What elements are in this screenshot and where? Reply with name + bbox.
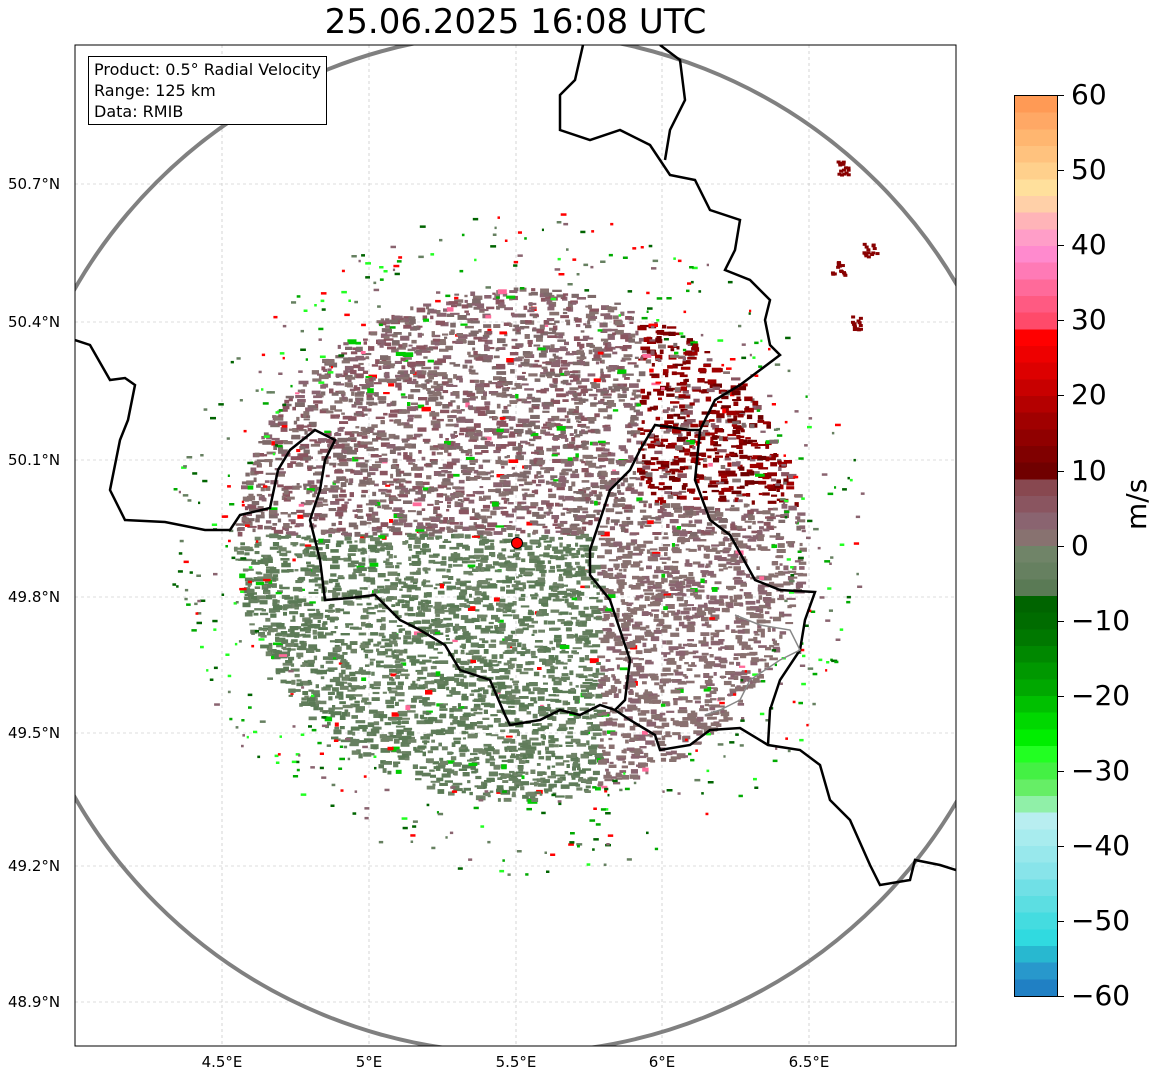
colorbar-tick-label: −50 [1071, 904, 1131, 938]
colorbar-tick-label: −30 [1071, 753, 1131, 787]
radar-site-marker [511, 537, 523, 549]
colorbar-tick-mark [1058, 770, 1064, 772]
colorbar-tick-label: 20 [1071, 378, 1107, 412]
info-data: Data: RMIB [94, 102, 184, 121]
country-border [693, 429, 817, 746]
colorbar-tick-mark [1058, 695, 1064, 697]
colorbar-label: m/s [1120, 478, 1153, 530]
x-tick-label: 6°E [648, 1053, 676, 1071]
colorbar-tick-mark [1058, 395, 1064, 397]
colorbar-tick-mark [1058, 921, 1064, 923]
colorbar-tick-mark [1058, 846, 1064, 847]
y-tick-label: 49.2°N [8, 857, 61, 875]
colorbar-tick-mark [1058, 245, 1064, 247]
country-border [75, 338, 956, 887]
colorbar-tick-mark [1058, 545, 1064, 547]
y-tick-label: 50.7°N [8, 175, 61, 193]
y-tick-label: 48.9°N [8, 993, 61, 1011]
colorbar-tick-mark [1058, 95, 1064, 96]
colorbar-tick-label: 30 [1071, 303, 1107, 337]
plot-frame [74, 44, 957, 1047]
colorbar-tick-label: −60 [1071, 979, 1131, 1013]
x-tick-label: 6.5°E [788, 1053, 830, 1071]
y-tick-label: 49.8°N [8, 588, 61, 606]
info-box: Product: 0.5° Radial Velocity Range: 125… [88, 56, 328, 125]
country-border [659, 45, 687, 161]
info-product: Product: 0.5° Radial Velocity [94, 60, 322, 79]
colorbar-tick-label: −10 [1071, 603, 1131, 637]
region-border [704, 614, 802, 716]
colorbar-tick-label: 10 [1071, 453, 1107, 487]
colorbar [1014, 95, 1058, 997]
colorbar-tick-mark [1058, 620, 1064, 622]
colorbar-tick-mark [1058, 470, 1064, 472]
radar-echoes [172, 160, 880, 876]
info-range: Range: 125 km [94, 81, 216, 100]
colorbar-tick-mark [1058, 320, 1064, 322]
x-tick-label: 4.5°E [201, 1053, 243, 1071]
x-tick-label: 5.5°E [495, 1053, 537, 1071]
country-border [558, 45, 782, 711]
y-tick-label: 50.1°N [8, 451, 61, 469]
y-tick-label: 49.5°N [8, 724, 61, 742]
colorbar-tick-label: 0 [1071, 528, 1089, 562]
y-tick-label: 50.4°N [8, 313, 61, 331]
chart-title: 25.06.2025 16:08 UTC [324, 2, 707, 42]
colorbar-tick-label: −40 [1071, 829, 1131, 862]
colorbar-tick-mark [1058, 170, 1064, 172]
colorbar-tick-label: 40 [1071, 228, 1107, 262]
x-tick-label: 5°E [355, 1053, 383, 1071]
colorbar-tick-label: −20 [1071, 678, 1131, 712]
colorbar-tick-mark [1058, 996, 1064, 998]
colorbar-tick-label: 50 [1071, 153, 1107, 187]
colorbar-tick-label: 60 [1071, 78, 1107, 111]
